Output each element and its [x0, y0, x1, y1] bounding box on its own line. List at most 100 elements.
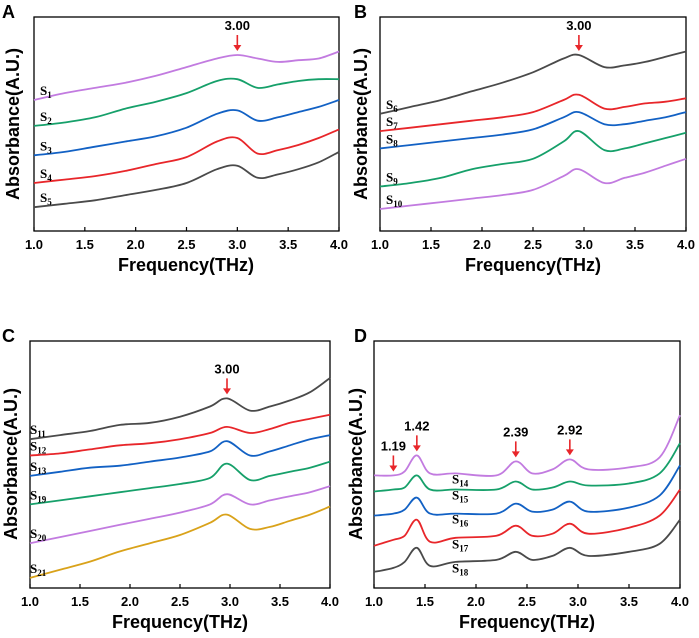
series-label-s9: S9	[386, 169, 398, 186]
panel-d: D Absorbance(A.U.) Frequency(THz) 1.0 1.5…	[346, 326, 689, 632]
series-label-s20: S20	[30, 526, 47, 543]
x-tick-label-a: 2.0	[127, 237, 145, 252]
peak-annotation-b: 3.00	[566, 18, 592, 51]
series-label-s14: S14	[452, 471, 469, 488]
peak-value-label: 3.00	[225, 18, 250, 33]
plot-frame-b	[379, 16, 687, 232]
x-axis-ticks-c: 1.0 1.5 2.0 2.5 3.0 3.5 4.0	[21, 584, 339, 609]
peak-value-label: 3.00	[566, 18, 591, 33]
peak-annotation-d: 2.39	[503, 424, 528, 458]
series-line-s20	[29, 485, 331, 545]
arrow-head	[511, 451, 520, 458]
series-line-s3	[33, 99, 340, 157]
x-tick-label-d: 2.5	[518, 594, 536, 609]
x-tick-label-d: 3.0	[569, 594, 587, 609]
series-label-s13: S13	[30, 459, 47, 476]
series-label-s4: S4	[40, 166, 52, 183]
series-line-s10	[379, 157, 687, 210]
series-label-s18: S18	[452, 560, 469, 577]
series-line-s1	[33, 50, 340, 101]
series-line-s21	[29, 505, 331, 579]
series-label-s5: S5	[40, 190, 52, 207]
series-line-s6	[379, 50, 687, 115]
arrow-head	[223, 388, 231, 395]
panel-a: A Absorbance(A.U.) Frequency(THz) 1.0 1.5…	[2, 2, 348, 275]
series-label-s7: S7	[386, 114, 398, 131]
y-axis-title-c: Absorbance(A.U.)	[1, 388, 21, 540]
peak-value-label: 1.19	[381, 438, 406, 453]
series-label-s17: S17	[452, 536, 469, 553]
x-tick-label-d: 1.0	[365, 594, 383, 609]
series-label-s3: S3	[40, 138, 52, 155]
x-axis-ticks-b: 1.0 1.5 2.0 2.5 3.0 3.5 4.0	[371, 227, 695, 252]
x-tick-label-a: 2.5	[177, 237, 195, 252]
x-axis-title-d: Frequency(THz)	[459, 612, 595, 632]
series-line-s11	[29, 377, 331, 441]
y-axis-title-b: Absorbance(A.U.)	[351, 48, 371, 200]
x-tick-label-c: 1.0	[21, 594, 39, 609]
panel-c: C Absorbance(A.U.) Frequency(THz) 1.0 1.5…	[1, 326, 339, 632]
x-tick-label-c: 1.5	[71, 594, 89, 609]
series-label-s1: S1	[40, 83, 52, 100]
panel-letter-d: D	[354, 326, 367, 346]
x-tick-label-a: 4.0	[330, 237, 348, 252]
series-line-s15	[373, 442, 681, 493]
x-tick-label-d: 3.5	[620, 594, 638, 609]
series-label-s19: S19	[30, 487, 47, 504]
x-tick-label-c: 3.5	[271, 594, 289, 609]
series-line-s14	[373, 414, 681, 477]
x-tick-label-d: 1.5	[416, 594, 434, 609]
x-tick-label-b: 1.0	[371, 237, 389, 252]
series-label-s12: S12	[30, 438, 47, 455]
series-label-s6: S6	[386, 97, 398, 114]
x-axis-title-a: Frequency(THz)	[118, 255, 254, 275]
series-label-s15: S15	[452, 488, 469, 505]
series-line-s4	[33, 128, 340, 184]
x-axis-title-c: Frequency(THz)	[112, 612, 248, 632]
x-tick-label-d: 4.0	[671, 594, 689, 609]
peak-value-label: 3.00	[214, 361, 239, 376]
peak-value-label: 2.92	[557, 422, 582, 437]
x-tick-label-a: 3.0	[228, 237, 246, 252]
y-axis-title-a: Absorbance(A.U.)	[3, 48, 23, 200]
series-line-s19	[29, 460, 331, 506]
arrow-head	[574, 45, 583, 51]
series-line-s8	[379, 110, 687, 150]
x-axis-title-b: Frequency(THz)	[465, 255, 601, 275]
arrow-head	[389, 465, 398, 472]
peak-annotation-d: 1.19	[381, 438, 406, 472]
x-tick-label-c: 2.5	[171, 594, 189, 609]
x-tick-label-b: 3.5	[626, 237, 644, 252]
series-label-s8: S8	[386, 131, 398, 148]
peak-annotation-c: 3.00	[214, 361, 240, 395]
panel-letter-a: A	[2, 2, 15, 22]
x-tick-label-a: 1.0	[25, 237, 43, 252]
x-tick-label-b: 4.0	[677, 237, 695, 252]
x-tick-label-a: 1.5	[76, 237, 94, 252]
series-line-s5	[33, 151, 340, 209]
series-label-s11: S11	[30, 422, 46, 439]
series-label-s2: S2	[40, 109, 52, 126]
series-line-s16	[373, 464, 681, 517]
arrow-head	[412, 445, 421, 452]
series-line-s13	[29, 434, 331, 477]
series-line-s9	[379, 130, 687, 188]
x-tick-label-b: 1.5	[422, 237, 440, 252]
x-tick-label-c: 4.0	[321, 594, 339, 609]
arrow-head	[565, 449, 574, 456]
peak-value-label: 2.39	[503, 424, 528, 439]
panel-letter-b: B	[354, 2, 367, 22]
x-tick-label-d: 2.0	[467, 594, 485, 609]
series-label-s10: S10	[386, 192, 403, 209]
panel-letter-c: C	[2, 326, 15, 346]
series-line-s7	[379, 93, 687, 132]
panel-b: B Absorbance(A.U.) Frequency(THz) 1.0 1.5…	[351, 2, 695, 275]
x-axis-ticks-a: 1.0 1.5 2.0 2.5 3.0 3.5 4.0	[25, 227, 348, 252]
series-label-s16: S16	[452, 512, 469, 529]
x-tick-label-c: 2.0	[121, 594, 139, 609]
peak-annotation-a: 3.00	[225, 18, 250, 51]
x-tick-label-c: 3.0	[221, 594, 239, 609]
plot-frame-c	[29, 340, 331, 589]
